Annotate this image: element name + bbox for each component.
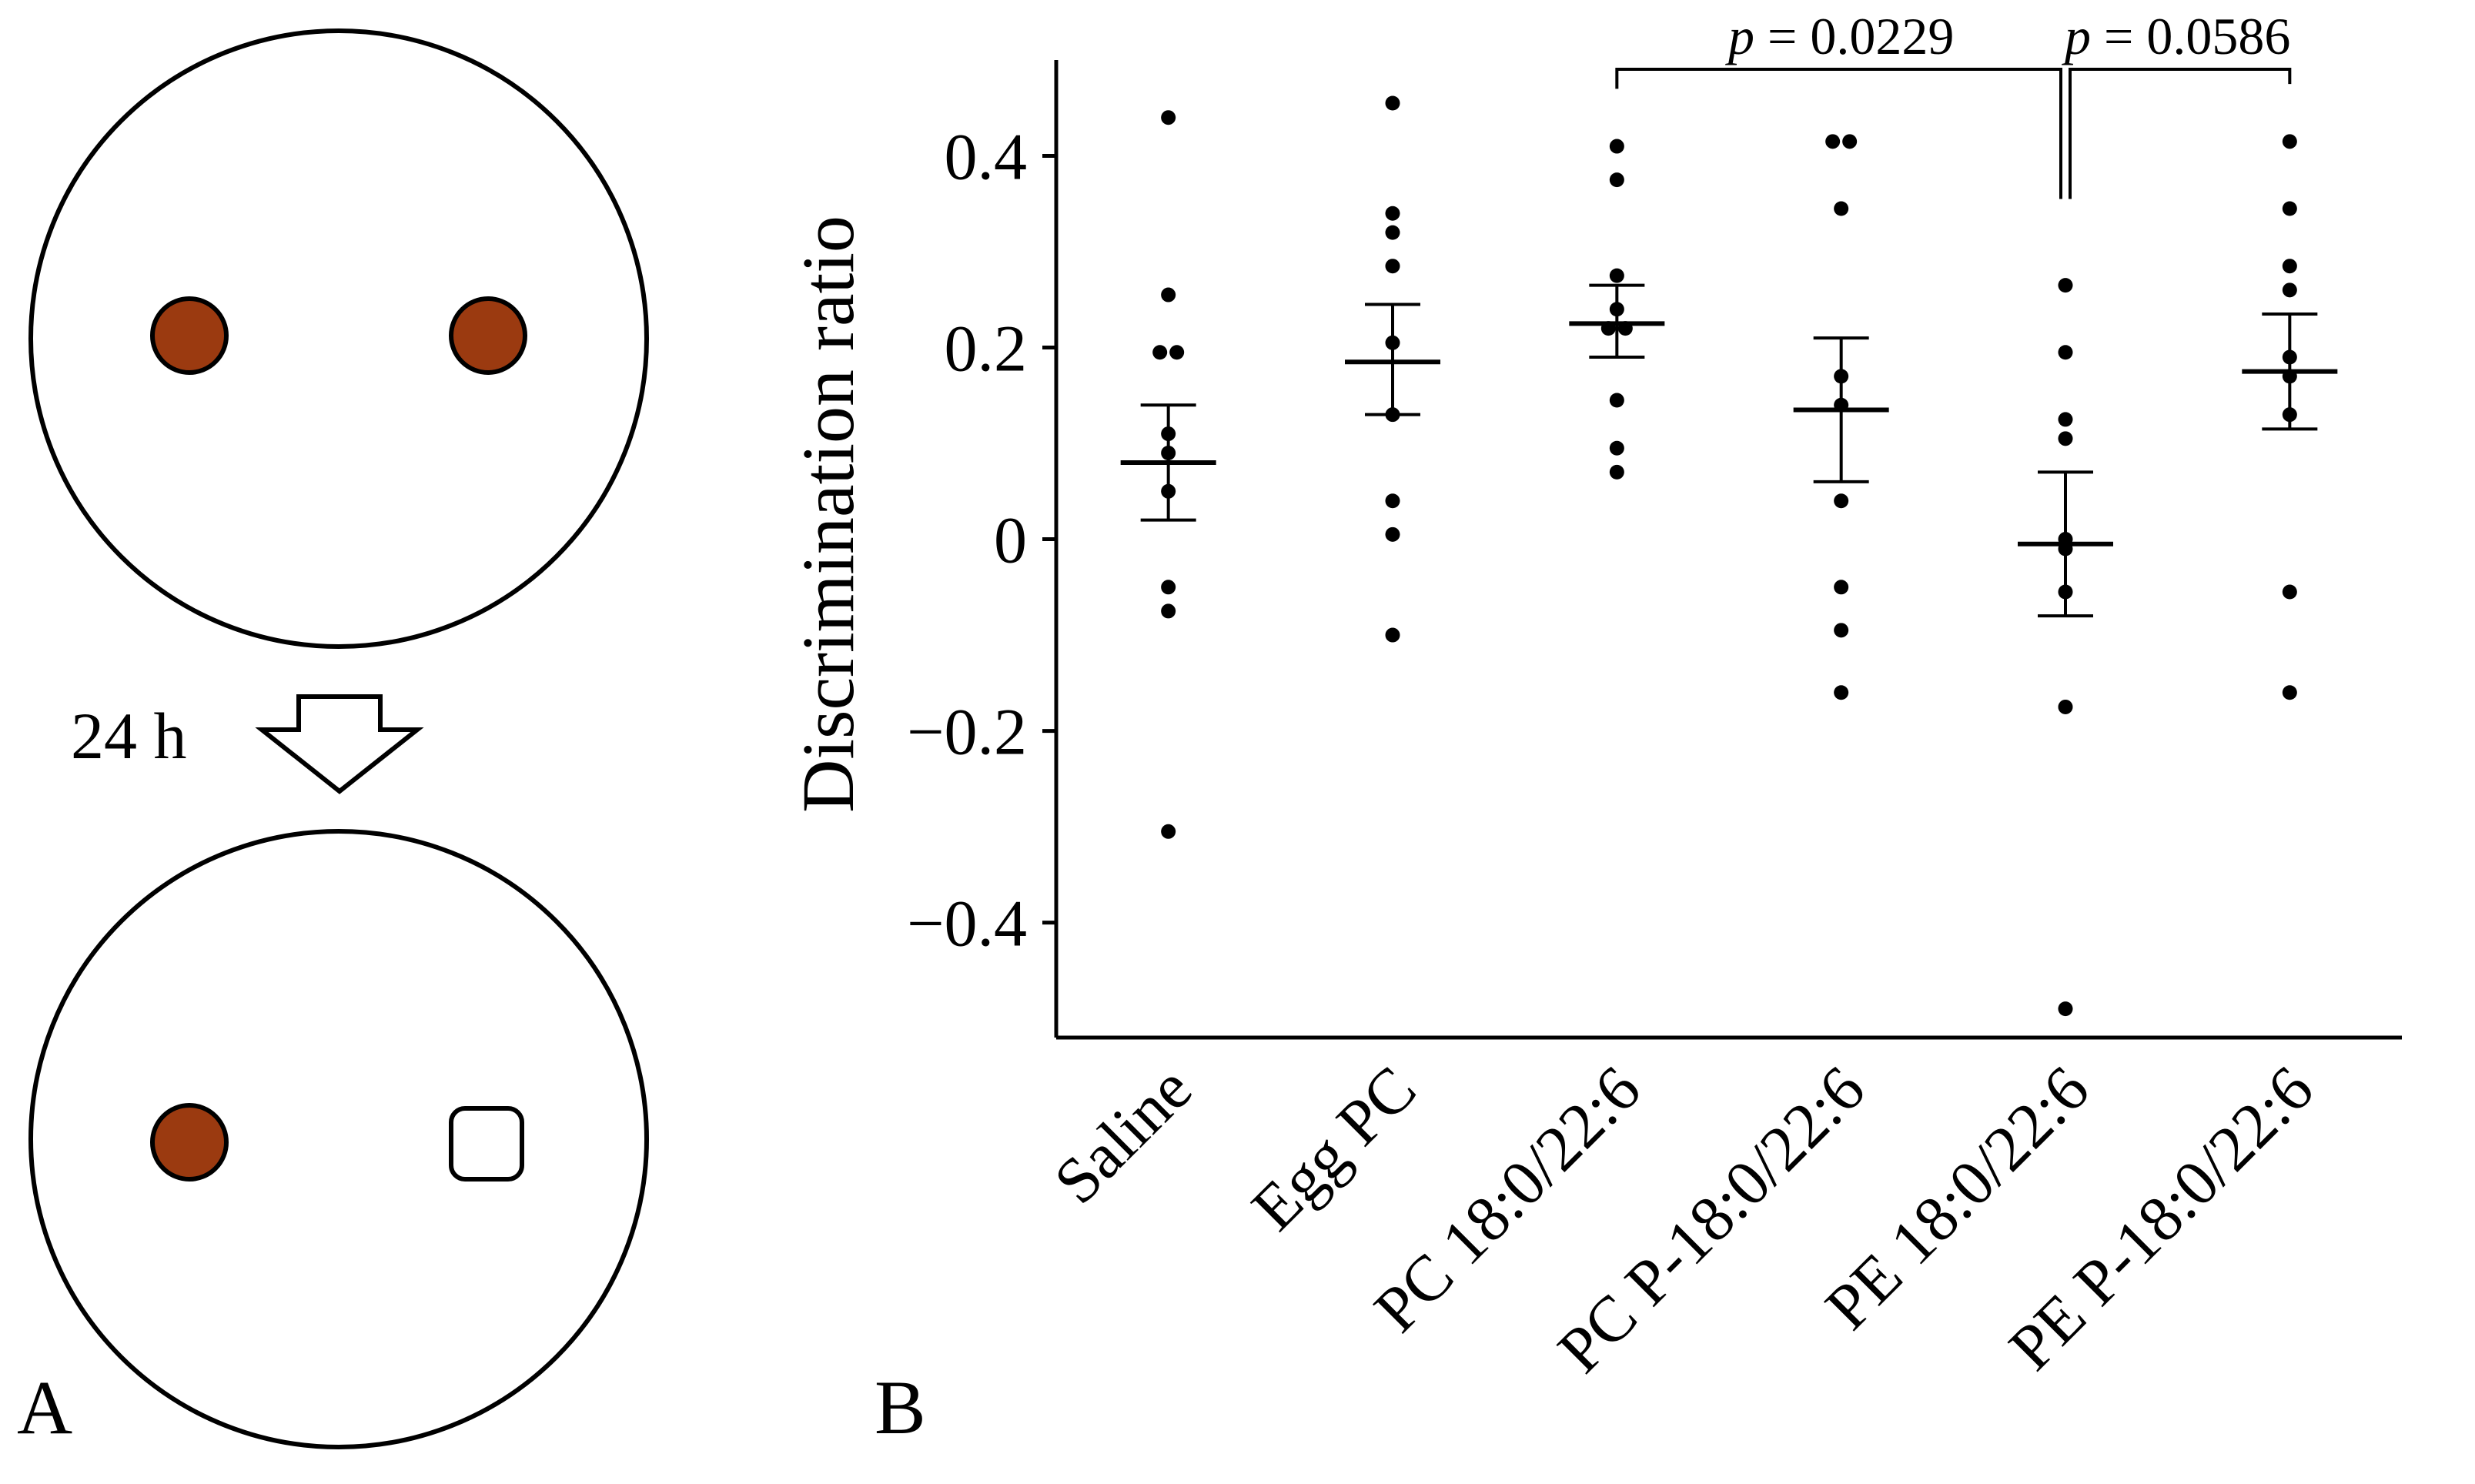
axes [1054, 60, 2402, 1040]
group-0 [1120, 110, 1216, 839]
data-point [1834, 685, 1849, 700]
data-point [1169, 345, 1185, 360]
group-3 [1793, 134, 1889, 700]
panel-b-label: B [875, 1365, 926, 1450]
data-point [1161, 287, 1176, 302]
panel-a-diagram: 24 h A [17, 28, 649, 1450]
data-point [1834, 623, 1849, 638]
group-2 [1569, 139, 1665, 480]
bottom-arena-novel-object [449, 1106, 524, 1182]
top-arena [28, 28, 649, 649]
data-point [2282, 584, 2297, 600]
data-point [1161, 603, 1176, 619]
group-4 [2018, 278, 2113, 1017]
x-tick-label: Saline [1041, 1053, 1206, 1218]
data-point [2282, 282, 2297, 298]
data-point [1609, 268, 1624, 283]
data-point [1161, 110, 1176, 125]
data-point [1161, 824, 1176, 839]
data-point [2282, 134, 2297, 149]
y-tick-label: 0.4 [945, 120, 1028, 194]
data-point [1161, 580, 1176, 595]
arrow-label: 24 h [71, 699, 187, 773]
bracket-line [2069, 68, 2292, 199]
panel-a-label: A [17, 1365, 72, 1450]
data-point [1609, 464, 1624, 480]
data-point [1385, 259, 1400, 274]
data-point [2058, 431, 2073, 446]
bottom-arena-familiar-object [150, 1103, 229, 1182]
p-symbol: p [2062, 7, 2091, 65]
x-tick-label: Egg PC [1238, 1053, 1430, 1245]
p-value-label: p = 0.0229 [1725, 7, 1954, 65]
data-point [1834, 493, 1849, 509]
data-point [1609, 172, 1624, 188]
data-point [1609, 393, 1624, 408]
significance-annotations: p = 0.0229 p = 0.0586 [1615, 7, 2292, 199]
y-tick-label: 0.2 [945, 312, 1028, 386]
data-point [1152, 345, 1168, 360]
data-point [1609, 440, 1624, 456]
p-value: = 0.0586 [2091, 7, 2290, 65]
data-point [2282, 201, 2297, 216]
data-point [1834, 201, 1849, 216]
bracket-1: p = 0.0229 [1615, 7, 2062, 199]
bottom-arena [28, 829, 649, 1449]
p-value-label: p = 0.0586 [2062, 7, 2290, 65]
data-point [1842, 134, 1858, 149]
p-value: = 0.0229 [1754, 7, 1954, 65]
data-point [1609, 139, 1624, 154]
y-ticks: −0.4 −0.2 0 0.2 0.4 [907, 120, 1056, 961]
data-point [2058, 699, 2073, 714]
data-point [2058, 412, 2073, 427]
data-point [1385, 526, 1400, 542]
data-point [1834, 580, 1849, 595]
data-point [1385, 225, 1400, 240]
data-point [2058, 278, 2073, 293]
y-tick-label: −0.4 [907, 887, 1027, 961]
y-axis-label: Discrimination ratio [787, 216, 869, 813]
data-point [1385, 95, 1400, 111]
p-symbol: p [1725, 7, 1754, 65]
top-arena-left-object [150, 296, 229, 375]
data-point [1385, 627, 1400, 643]
group-1 [1345, 95, 1440, 643]
data-point [2058, 345, 2073, 360]
panel-b-chart: B Discrimination ratio −0.4 −0.2 0 0.2 0.4 S… [787, 7, 2402, 1450]
down-arrow-icon [255, 694, 424, 794]
bracket-2: p = 0.0586 [2062, 7, 2292, 199]
data-point [1385, 206, 1400, 221]
data-point [2058, 1001, 2073, 1017]
y-tick-label: −0.2 [907, 695, 1027, 769]
data-point [1385, 493, 1400, 509]
bracket-line [1615, 68, 2062, 199]
group-5 [2242, 134, 2338, 700]
data-point [2282, 259, 2297, 274]
data-point [1825, 134, 1841, 149]
top-arena-right-object [449, 296, 527, 375]
y-tick-label: 0 [994, 503, 1027, 577]
data-point [2282, 685, 2297, 700]
data-groups [1120, 95, 2338, 1017]
